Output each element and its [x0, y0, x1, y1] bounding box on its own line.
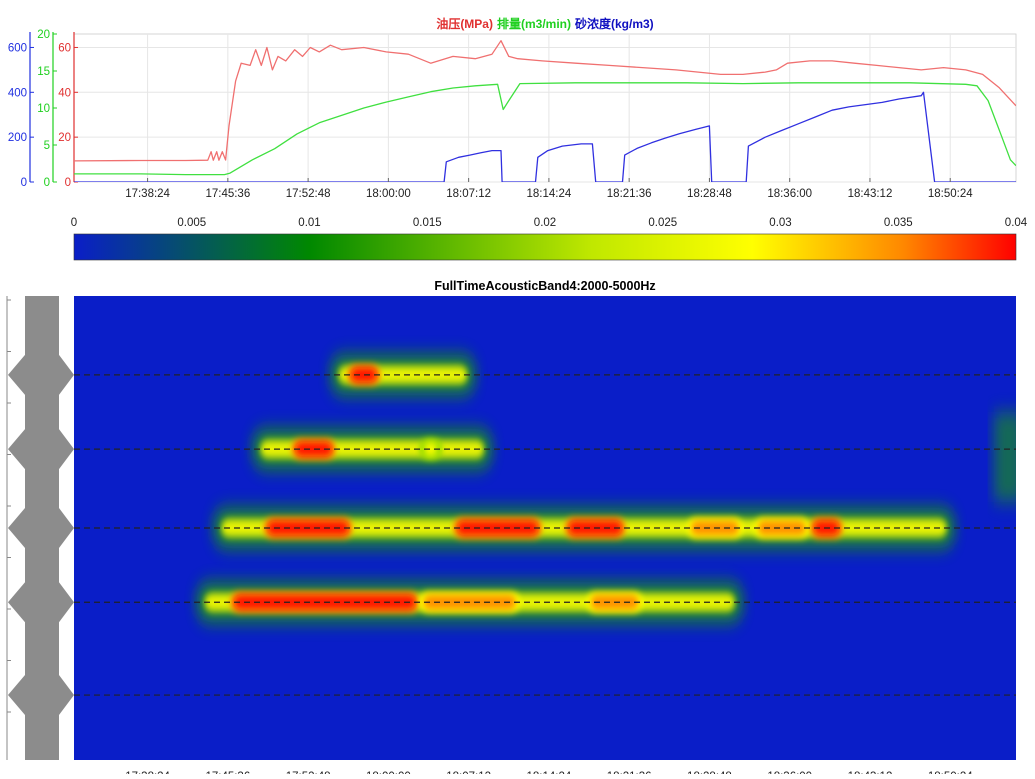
rate-tick-label: 15	[37, 66, 50, 78]
colorbar-tick-label: 0	[71, 217, 77, 229]
acoustic-hotspot	[423, 442, 438, 457]
pressure-tick-label: 0	[65, 177, 71, 189]
line-plot-x-ticks: 17:38:24 17:45:36 17:52:48 18:00:00 18:07:12…	[125, 178, 973, 200]
rate-series-line	[74, 82, 1016, 176]
x-tick-label: 18:21:36	[607, 188, 652, 200]
perforation-marker	[8, 675, 74, 716]
pressure-series-line	[74, 40, 1016, 162]
title-sand: 砂浓度(kg/m3)	[574, 16, 654, 31]
sand-series-line	[74, 91, 1016, 182]
colorbar-tick-label: 0.04	[1005, 217, 1028, 229]
pressure-tick-label: 20	[58, 132, 71, 144]
x-tick-label: 17:52:48	[286, 188, 331, 200]
x-tick-label: 18:14:24	[527, 188, 572, 200]
rate-tick-label: 0	[44, 177, 50, 189]
perforation-marker	[8, 429, 74, 470]
colorbar-tick-label: 0.02	[534, 217, 556, 229]
rate-tick-label: 20	[37, 29, 50, 41]
colorbar-tick-labels: 0 0.005 0.01 0.015 0.02 0.025 0.03 0.035 0.04	[71, 217, 1028, 229]
colorbar-tick-label: 0.005	[177, 217, 206, 229]
acoustic-hotspot	[758, 521, 806, 535]
edge-noise	[993, 412, 1016, 502]
sand-tick-label: 600	[8, 42, 27, 54]
x-tick-label: 18:07:12	[446, 188, 491, 200]
title-rate: 排量(m3/min)	[497, 16, 571, 31]
colorbar-tick-label: 0.01	[298, 217, 320, 229]
perforation-marker	[8, 582, 74, 623]
colorbar	[73, 233, 1017, 261]
x-tick-label: 18:00:00	[366, 188, 411, 200]
wellbore-schematic	[6, 296, 74, 760]
colorbar-tick-label: 0.03	[769, 217, 791, 229]
x-tick-label: 17:45:36	[205, 188, 250, 200]
x-tick-label: 18:36:00	[767, 188, 812, 200]
perforation-marker	[8, 354, 74, 395]
x-tick-label: 18:28:48	[687, 188, 732, 200]
rate-tick-label: 5	[44, 140, 50, 152]
colorbar-tick-label: 0.025	[648, 217, 677, 229]
depth-ticks	[7, 299, 11, 713]
acoustic-hotspot	[295, 442, 332, 457]
perforation-marker	[8, 508, 74, 548]
title-pressure: 油压(MPa)	[436, 16, 493, 31]
sand-tick-label: 200	[8, 132, 27, 144]
x-tick-label: 17:38:24	[125, 188, 170, 200]
x-tick-label: 18:50:24	[928, 188, 973, 200]
x-tick-label: 18:43:12	[848, 188, 893, 200]
heatmap-title: FullTimeAcousticBand4:2000-5000Hz	[434, 279, 655, 293]
perforation-depth-lines	[74, 374, 1016, 696]
sand-tick-label: 0	[21, 177, 27, 189]
perforation-markers	[8, 354, 74, 716]
chart-title: 油压(MPa) 排量(m3/min) 砂浓度(kg/m3)	[436, 16, 653, 31]
colorbar-tick-label: 0.015	[413, 217, 442, 229]
pressure-tick-label: 40	[58, 87, 71, 99]
line-plot-series	[74, 40, 1016, 182]
pressure-tick-label: 60	[58, 42, 71, 54]
line-plot-area	[73, 33, 1017, 183]
colorbar-tick-label: 0.035	[884, 217, 913, 229]
acoustic-hotspot	[351, 367, 377, 382]
sand-tick-label: 400	[8, 87, 27, 99]
rate-tick-label: 10	[37, 103, 50, 115]
